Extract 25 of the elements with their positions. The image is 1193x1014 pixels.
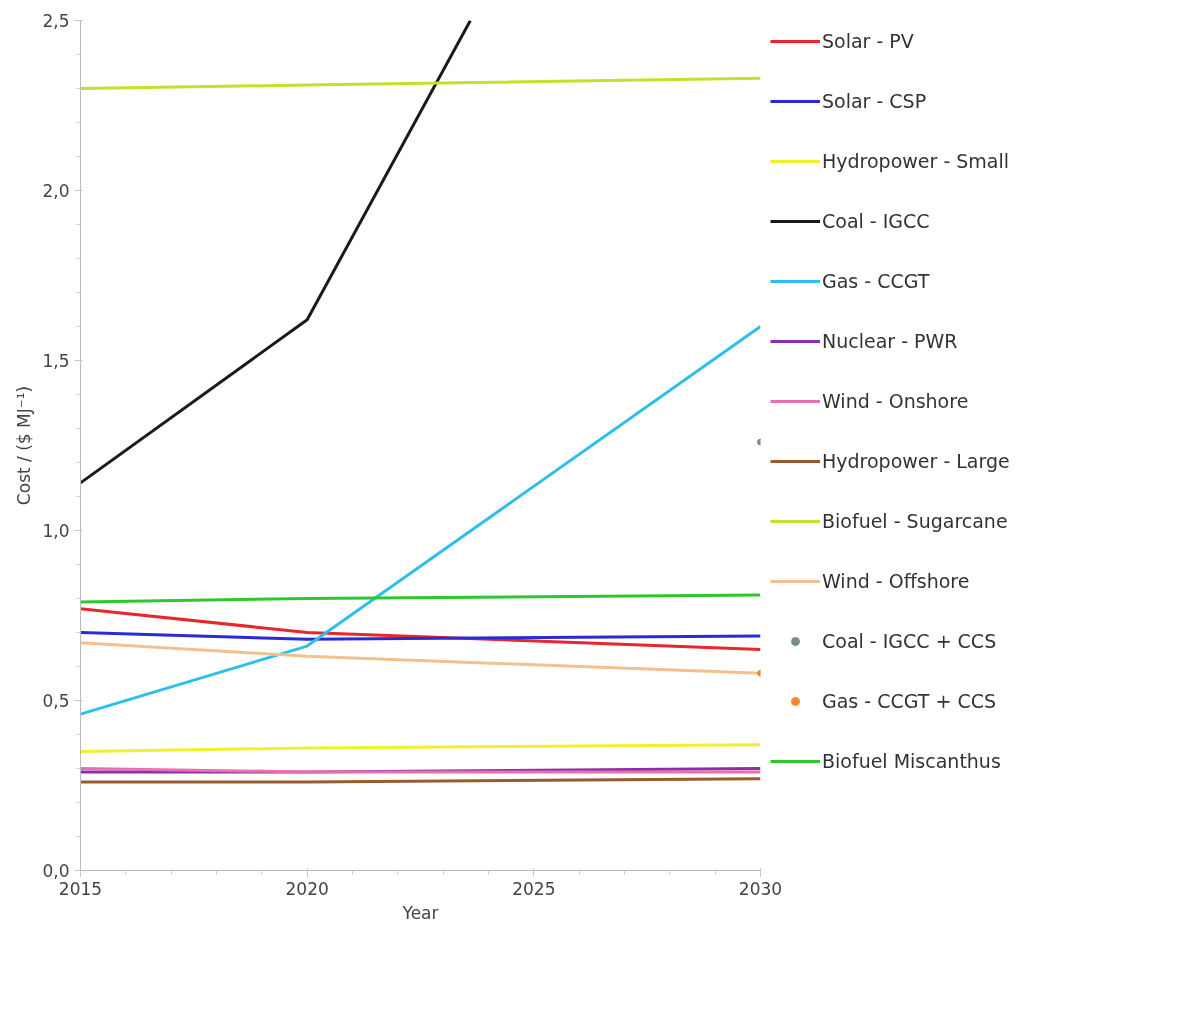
legend-label: Gas - CCGT — [822, 270, 930, 292]
legend-label: Hydropower - Large — [822, 450, 1010, 472]
legend-label: Solar - PV — [822, 30, 914, 52]
x-tick-label: 2015 — [58, 878, 103, 899]
y-tick-label: 1,0 — [42, 521, 70, 541]
legend-label: Wind - Onshore — [822, 390, 969, 412]
legend-label: Coal - IGCC + CCS — [822, 630, 997, 652]
x-tick-label: 2030 — [738, 878, 783, 899]
y-tick-label: 2,0 — [42, 181, 70, 201]
y-tick-label: 1,5 — [42, 351, 70, 371]
legend-label: Biofuel Miscanthus — [822, 750, 1001, 772]
y-axis-title: Cost / ($ MJ⁻¹) — [14, 385, 35, 506]
legend-label: Nuclear - PWR — [822, 330, 958, 352]
legend-label: Hydropower - Small — [822, 150, 1010, 172]
legend-label: Coal - IGCC — [822, 210, 930, 232]
legend-label: Solar - CSP — [822, 90, 927, 112]
x-axis-title: Year — [401, 902, 439, 923]
x-tick-label: 2020 — [285, 878, 329, 899]
legend-label: Wind - Offshore — [822, 570, 970, 592]
legend-label: Biofuel - Sugarcane — [822, 510, 1008, 532]
y-tick-label: 0,5 — [42, 691, 70, 711]
y-tick-label: 0,0 — [42, 861, 70, 881]
legend-label: Gas - CCGT + CCS — [822, 690, 996, 712]
x-tick-label: 2025 — [512, 878, 556, 899]
y-tick-label: 2,5 — [42, 11, 70, 31]
